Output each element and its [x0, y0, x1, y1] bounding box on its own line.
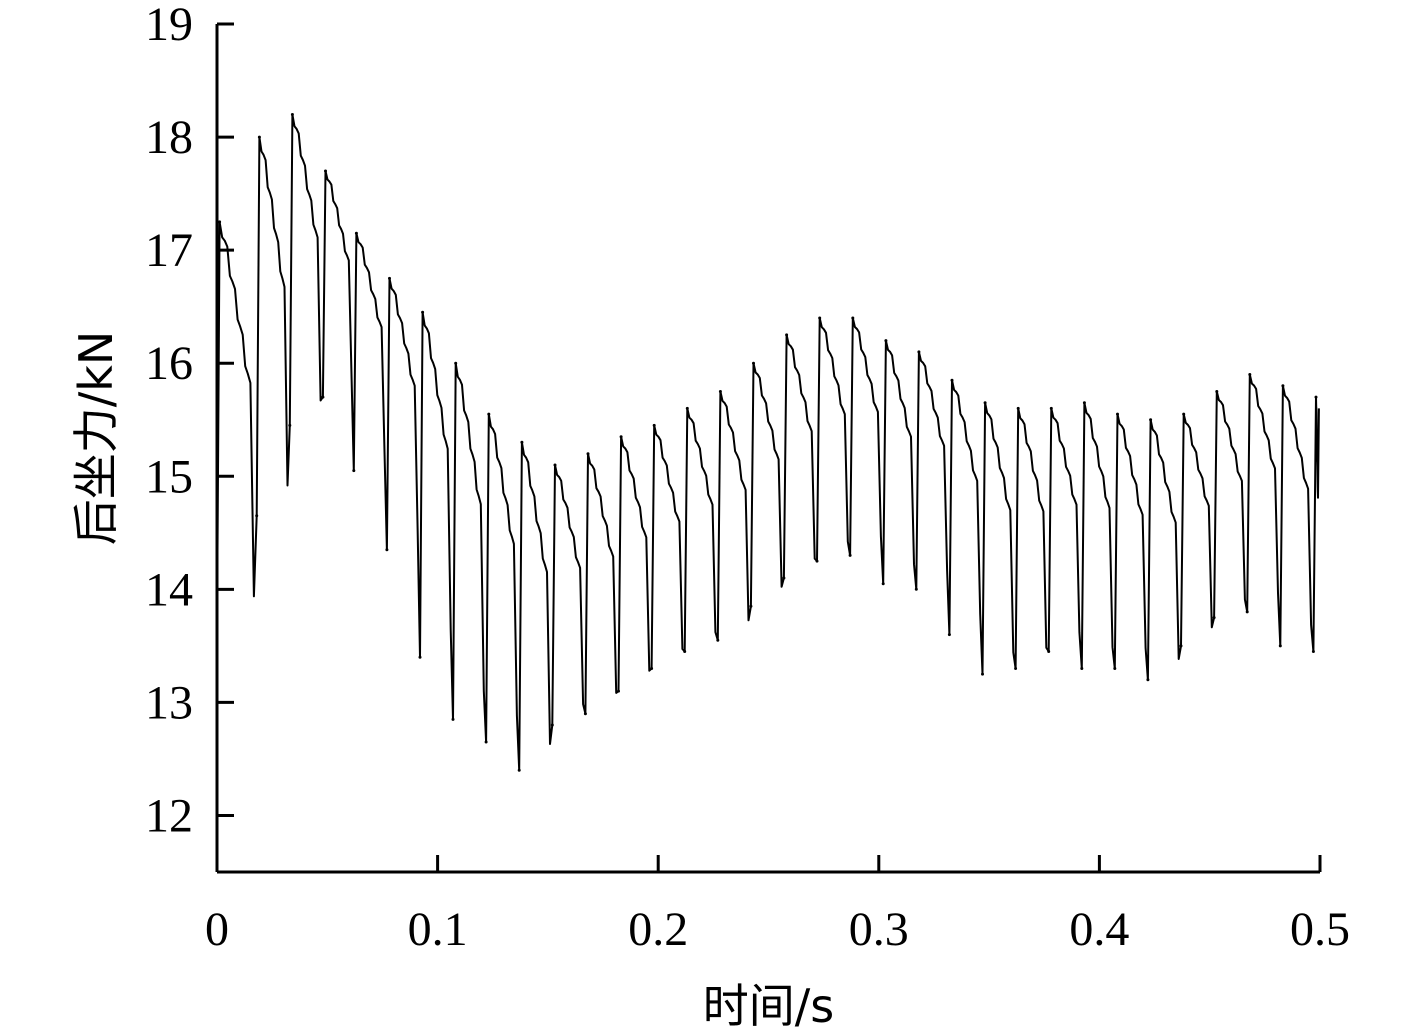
cycle-trough-point — [749, 604, 753, 608]
cycle-peak-point — [917, 350, 921, 354]
cycle-trough-point — [1179, 644, 1183, 648]
y-tick-label: 12 — [145, 789, 193, 842]
cycle-trough-point — [914, 587, 918, 591]
cycle-trough-point — [1080, 667, 1084, 670]
cycle-trough-point — [650, 667, 654, 670]
x-tick-label: 0.4 — [1069, 903, 1129, 956]
cycle-peak-point — [487, 412, 491, 416]
cycle-trough-point — [782, 576, 786, 580]
cycle-peak-point — [652, 423, 656, 427]
y-tick-label: 17 — [145, 224, 193, 277]
recoil-force-line — [216, 113, 1320, 772]
plot-area — [215, 113, 1320, 772]
x-tick-label: 0.1 — [408, 903, 468, 956]
cycle-trough-point — [451, 717, 455, 721]
y-tick-label: 16 — [145, 337, 193, 390]
cycle-trough-point — [288, 423, 292, 427]
x-tick-label: 0.2 — [628, 903, 688, 956]
x-tick-label: 0.5 — [1290, 903, 1350, 956]
cycle-peak-point — [1182, 412, 1186, 416]
cycle-peak-point — [718, 390, 722, 393]
cycle-peak-point — [421, 310, 425, 314]
cycle-peak-point — [818, 316, 822, 320]
cycle-trough-point — [617, 689, 620, 693]
cycle-trough-point — [848, 553, 852, 557]
cycle-trough-point — [321, 395, 325, 399]
cycle-trough-point — [1014, 667, 1018, 670]
cycle-trough-point — [815, 559, 819, 563]
cycle-trough-point — [352, 469, 356, 473]
cycle-peak-point — [1016, 406, 1020, 410]
cycle-peak-point — [290, 113, 294, 116]
cycle-trough-point — [550, 723, 554, 727]
axes: 12 13 14 15 16 17 18 19 0 0.1 0.2 0.3 0.4 0.5 — [145, 0, 1350, 956]
cycle-peak-point — [354, 231, 358, 235]
cycle-peak-point — [257, 135, 261, 139]
cycle-peak-point — [218, 220, 222, 224]
cycle-trough-point — [1212, 616, 1216, 620]
cycle-trough-point — [418, 655, 422, 659]
cycle-peak-point — [884, 339, 888, 343]
cycle-peak-point — [388, 276, 391, 280]
axis-labels: 时间/s 后坐力/kN — [69, 331, 834, 1033]
cycle-trough-point — [583, 712, 587, 716]
cycle-trough-point — [881, 582, 885, 586]
cycle-peak-point — [553, 463, 557, 467]
y-tick-label: 19 — [145, 0, 193, 51]
x-tick-label: 0.3 — [849, 903, 909, 956]
cycle-peak-point — [950, 378, 954, 382]
cycle-peak-point — [1149, 418, 1153, 422]
cycle-trough-point — [1113, 667, 1117, 670]
cycle-trough-point — [484, 740, 488, 744]
cycle-peak-point — [1049, 406, 1053, 410]
cycle-trough-point — [255, 514, 259, 518]
cycle-peak-point — [785, 333, 789, 337]
cycle-peak-point — [1281, 384, 1285, 388]
cycle-trough-point — [1245, 610, 1249, 614]
x-tick-label: 0 — [205, 903, 229, 956]
y-tick-label: 13 — [145, 676, 193, 729]
cycle-peak-point — [1215, 390, 1219, 393]
cycle-peak-point — [1082, 401, 1086, 405]
cycle-trough-point — [385, 548, 389, 552]
cycle-trough-point — [1047, 650, 1051, 653]
y-tick-label: 15 — [145, 450, 193, 503]
y-tick-label: 18 — [145, 111, 193, 164]
y-tick-label: 14 — [145, 563, 193, 616]
x-axis-title: 时间/s — [703, 979, 834, 1033]
cycle-peak-point — [1116, 412, 1119, 416]
cycle-trough-point — [947, 633, 951, 637]
cycle-peak-point — [1314, 395, 1318, 399]
cycle-trough-point — [1146, 678, 1150, 682]
cycle-peak-point — [586, 452, 590, 456]
cycle-trough-point — [517, 768, 521, 772]
cycle-peak-point — [685, 406, 689, 410]
cycle-peak-point — [454, 361, 458, 365]
cycle-peak-point — [1248, 373, 1252, 376]
cycle-peak-point — [752, 361, 755, 365]
cycle-peak-point — [324, 169, 327, 173]
cycle-peak-point — [619, 435, 623, 439]
cycle-trough-point — [716, 638, 720, 642]
cycle-peak-point — [851, 316, 855, 320]
cycle-peak-point — [983, 401, 987, 405]
cycle-trough-point — [1278, 644, 1282, 648]
cycle-trough-point — [1311, 650, 1315, 653]
cycle-trough-point — [683, 650, 687, 653]
cycle-peak-point — [520, 440, 524, 444]
y-axis-title: 后坐力/kN — [69, 331, 123, 546]
cycle-trough-point — [981, 672, 984, 676]
